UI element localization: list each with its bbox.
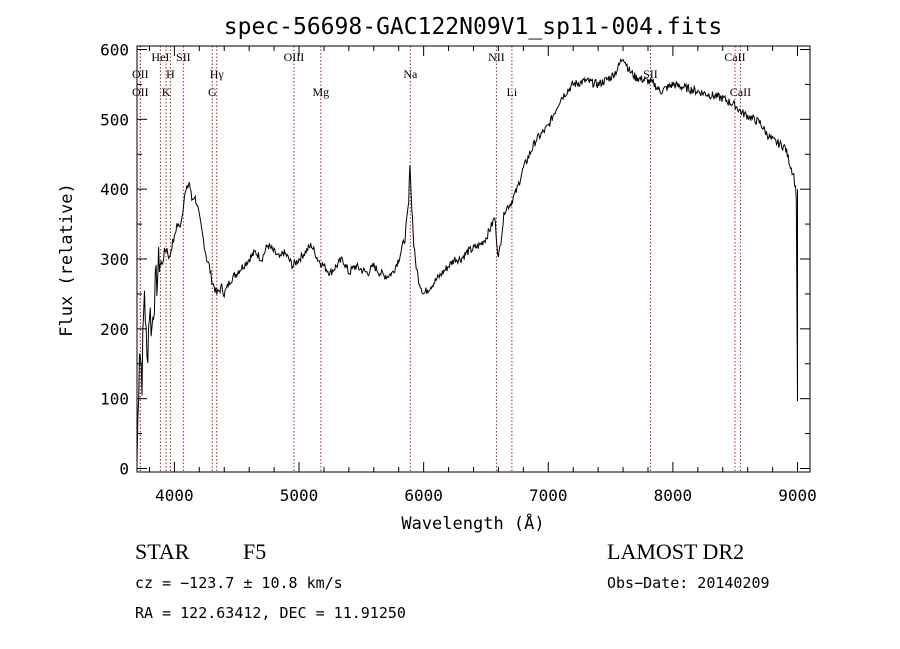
plot-frame [136, 45, 811, 473]
y-tick-label: 300 [100, 250, 129, 269]
spectrum-line [136, 57, 798, 462]
line-marker-labels: OIIOIIHeIKHSIIGHγOIIIMgNaNIILiSIICaIICaI… [132, 50, 751, 99]
line-marker-label: Na [403, 67, 418, 81]
x-axis: 4000 5000 6000 7000 8000 9000 [148, 46, 817, 505]
y-axis: 0 100 200 300 400 500 600 [100, 40, 810, 479]
coordinates: RA = 122.63412, DEC = 11.91250 [135, 604, 406, 622]
y-tick-label: 0 [119, 460, 129, 479]
y-tick-label: 600 [100, 40, 129, 59]
survey-name: LAMOST DR2 [607, 539, 745, 564]
x-tick-label: 9000 [778, 486, 817, 505]
line-marker-label: K [162, 85, 171, 99]
x-tick-label: 6000 [404, 486, 443, 505]
y-tick-label: 500 [100, 110, 129, 129]
x-tick-label: 8000 [654, 486, 693, 505]
line-marker-label: NII [488, 50, 505, 64]
x-axis-label: Wavelength (Å) [401, 512, 544, 534]
line-marker-label: OII [132, 85, 149, 99]
line-marker-label: SII [176, 50, 191, 64]
x-tick-label: 4000 [155, 486, 194, 505]
y-axis-label: Flux (relative) [57, 183, 77, 337]
line-marker-label: HeI [151, 50, 169, 64]
y-tick-label: 200 [100, 320, 129, 339]
line-marker-label: SII [643, 67, 658, 81]
redshift-velocity: cz = −123.7 ± 10.8 km/s [135, 574, 343, 592]
object-class: STAR [135, 539, 190, 564]
y-tick-label: 100 [100, 390, 129, 409]
object-subclass: F5 [243, 539, 267, 564]
line-marker-label: Hγ [210, 67, 225, 81]
line-marker-label: H [166, 67, 175, 81]
y-tick-label: 400 [100, 180, 129, 199]
x-tick-label: 5000 [280, 486, 319, 505]
line-marker-label: CaII [724, 50, 745, 64]
line-marker-label: Mg [312, 85, 329, 99]
chart-title: spec-56698-GAC122N09V1_sp11-004.fits [224, 14, 723, 40]
line-marker-label: OIII [284, 50, 305, 64]
line-markers [139, 46, 741, 472]
line-marker-label: Li [507, 85, 518, 99]
line-marker-label: CaII [730, 85, 751, 99]
line-marker-label: G [208, 85, 217, 99]
x-tick-label: 7000 [529, 486, 568, 505]
observation-date: Obs−Date: 20140209 [607, 574, 770, 592]
line-marker-label: OII [132, 67, 149, 81]
